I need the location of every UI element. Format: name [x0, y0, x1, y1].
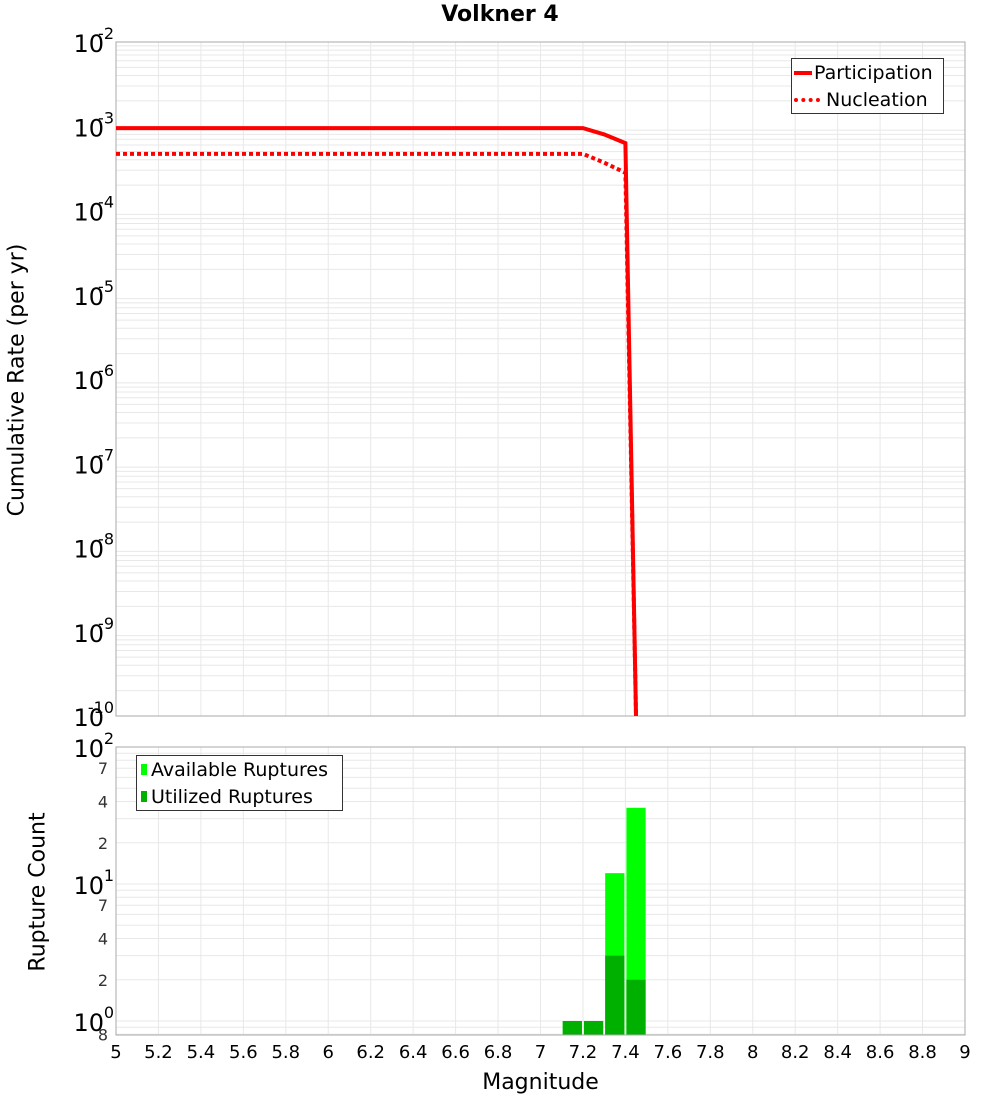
y-tick-label: 10-5 [73, 277, 114, 311]
svg-text:10: 10 [73, 704, 104, 730]
utilized-swatch-icon [141, 791, 147, 802]
svg-text:10: 10 [73, 872, 104, 900]
x-tick-label: 8.8 [908, 1042, 937, 1063]
svg-text:-5: -5 [98, 277, 114, 296]
x-tick-label: 5 [110, 1042, 121, 1063]
x-tick-label: 5.8 [271, 1042, 300, 1063]
x-tick-label: 9 [959, 1042, 970, 1063]
svg-text:-4: -4 [98, 193, 114, 212]
y-tick-label: 10 0 [73, 1003, 114, 1037]
top-legend: Participation Nucleation [791, 58, 944, 114]
chart-title: Volkner 4 [441, 2, 559, 27]
y-tick-label: 10-10 [73, 698, 114, 730]
x-tick-label: 5.4 [187, 1042, 216, 1063]
svg-text:-3: -3 [98, 108, 114, 127]
legend-label: Nucleation [826, 88, 928, 111]
legend-label: Utilized Ruptures [151, 785, 313, 808]
svg-text:1: 1 [104, 866, 114, 885]
x-tick-label: 7 [535, 1042, 546, 1063]
svg-text:10: 10 [73, 367, 104, 395]
x-tick-label: 8.2 [781, 1042, 810, 1063]
svg-text:10: 10 [73, 536, 104, 564]
x-tick-label: 5.6 [229, 1042, 258, 1063]
y-tick-label: 10-8 [73, 530, 114, 564]
available-bar [626, 807, 646, 1035]
svg-text:10: 10 [73, 1009, 104, 1037]
svg-text:10: 10 [73, 30, 104, 58]
utilized-bar [626, 979, 646, 1035]
x-tick-label: 8.4 [823, 1042, 852, 1063]
svg-text:-9: -9 [98, 614, 114, 633]
x-tick-label: 8.6 [866, 1042, 895, 1063]
svg-text:10: 10 [73, 735, 104, 763]
legend-item-utilized: Utilized Ruptures [137, 783, 342, 810]
dotted-line-swatch-icon [794, 97, 820, 102]
bottom-legend: Available Ruptures Utilized Ruptures [136, 755, 343, 811]
utilized-bar [605, 955, 625, 1035]
y-minor-tick-label: 4 [98, 930, 108, 949]
svg-text:-7: -7 [98, 445, 114, 464]
y-tick-label: 10 1 [73, 866, 114, 900]
svg-text:-6: -6 [98, 361, 114, 380]
svg-text:-2: -2 [98, 24, 114, 43]
svg-text:0: 0 [104, 1003, 114, 1022]
x-tick-label: 6.8 [484, 1042, 513, 1063]
y-tick-label: 10-9 [73, 614, 114, 648]
solid-line-swatch-icon [794, 70, 812, 75]
x-tick-label: 7.2 [569, 1042, 598, 1063]
x-tick-label: 8 [747, 1042, 758, 1063]
legend-label: Participation [814, 61, 933, 84]
y-tick-label: 10-2 [73, 24, 114, 58]
legend-item-participation: Participation [792, 59, 943, 86]
svg-text:10: 10 [73, 451, 104, 479]
utilized-bar [562, 1021, 582, 1035]
svg-text:10: 10 [73, 283, 104, 311]
y-minor-tick-label: 8 [98, 1025, 108, 1044]
x-tick-label: 6.2 [356, 1042, 385, 1063]
x-axis-label: Magnitude [482, 1070, 599, 1095]
y-minor-tick-label: 2 [98, 971, 108, 990]
y-tick-label: 10 2 [73, 729, 114, 763]
available-swatch-icon [141, 764, 147, 775]
x-tick-label: 7.6 [654, 1042, 683, 1063]
y-tick-label: 10-7 [73, 445, 114, 479]
y-tick-label: 10-4 [73, 193, 114, 227]
svg-text:2: 2 [104, 729, 114, 748]
y-minor-tick-label: 4 [98, 793, 108, 812]
x-tick-label: 6 [323, 1042, 334, 1063]
y-tick-label: 10-3 [73, 108, 114, 142]
bottom-y-axis-label: Rupture Count [25, 812, 51, 972]
x-tick-label: 6.6 [441, 1042, 470, 1063]
x-tick-label: 7.8 [696, 1042, 725, 1063]
svg-text:10: 10 [73, 114, 104, 142]
svg-text:10: 10 [73, 199, 104, 227]
y-minor-tick-label: 7 [98, 896, 108, 915]
utilized-bar [583, 1021, 604, 1035]
legend-item-nucleation: Nucleation [792, 86, 943, 113]
y-tick-label: 10-6 [73, 361, 114, 395]
legend-label: Available Ruptures [151, 758, 328, 781]
y-minor-tick-label: 2 [98, 834, 108, 853]
y-minor-tick-label: 7 [98, 759, 108, 778]
legend-item-available: Available Ruptures [137, 756, 342, 783]
x-tick-label: 6.4 [399, 1042, 428, 1063]
svg-text:-10: -10 [88, 698, 114, 717]
nucleation-line [116, 151, 639, 717]
x-tick-label: 7.4 [611, 1042, 640, 1063]
x-tick-label: 5.2 [144, 1042, 173, 1063]
cumulative-rate-plot: 10-210-310-410-510-610-710-810-910-10 [73, 24, 966, 730]
svg-text:10: 10 [73, 620, 104, 648]
svg-text:-8: -8 [98, 530, 114, 549]
